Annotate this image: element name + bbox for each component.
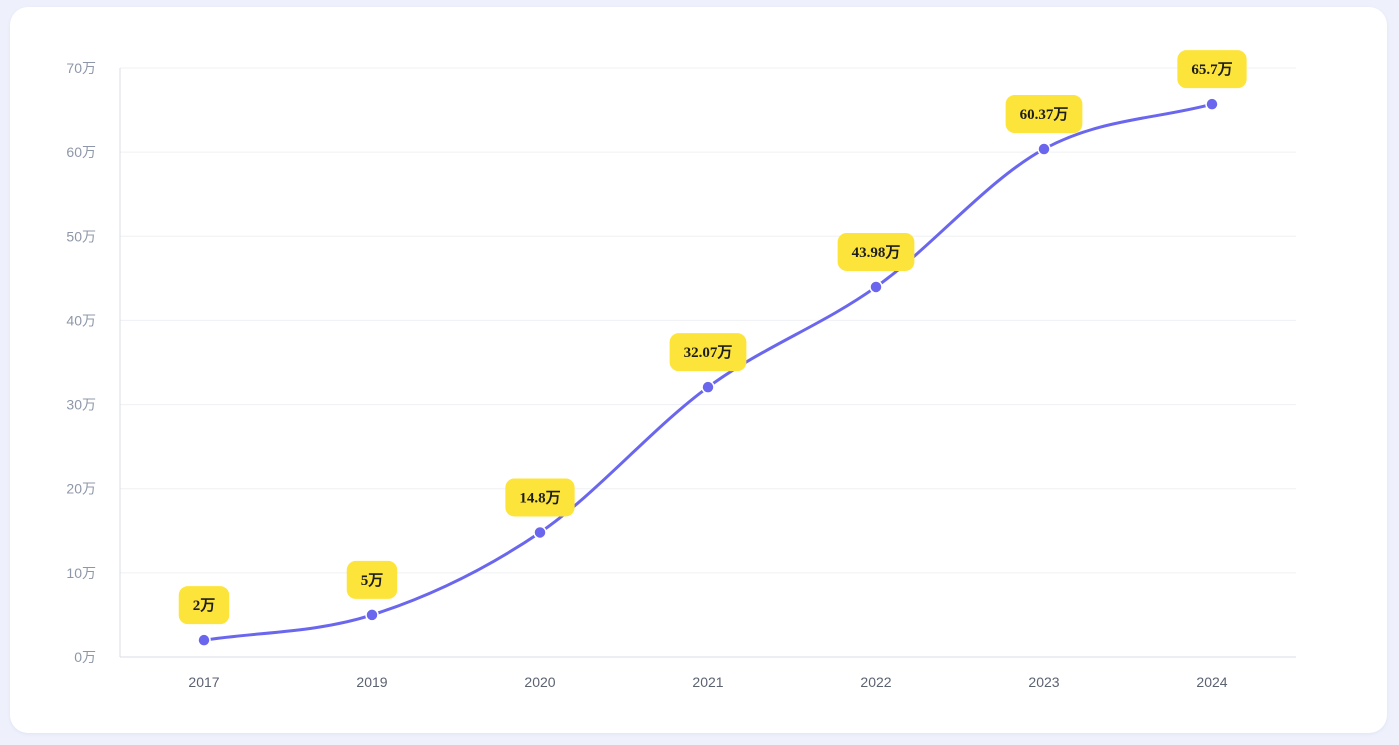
x-tick-label: 2019 bbox=[356, 674, 387, 690]
data-label-text: 65.7万 bbox=[1191, 61, 1232, 78]
x-tick-label: 2017 bbox=[188, 674, 219, 690]
data-label-box bbox=[1177, 50, 1247, 89]
y-tick-label: 20万 bbox=[66, 481, 96, 497]
data-label-box bbox=[1005, 95, 1083, 134]
data-label-box bbox=[669, 333, 747, 372]
y-axis-tick-labels: 0万 10万 20万 30万 40万 50万 60万 70万 bbox=[66, 60, 96, 665]
x-axis-tick-labels: 2017 2019 2020 2021 2022 2023 2024 bbox=[188, 674, 1227, 690]
series-line bbox=[202, 102, 1214, 642]
x-tick-label: 2020 bbox=[524, 674, 555, 690]
data-label-box bbox=[837, 232, 915, 271]
data-label-box bbox=[178, 586, 230, 625]
data-points bbox=[197, 97, 1219, 647]
data-label: 5万 bbox=[346, 560, 398, 599]
data-label-text: 14.8万 bbox=[519, 489, 560, 506]
y-tick-label: 70万 bbox=[66, 60, 96, 76]
y-tick-label: 60万 bbox=[66, 144, 96, 160]
x-tick-label: 2022 bbox=[860, 674, 891, 690]
data-label-text: 60.37万 bbox=[1020, 106, 1069, 123]
data-label: 14.8万 bbox=[505, 478, 575, 517]
data-label: 43.98万 bbox=[837, 232, 915, 271]
y-tick-label: 30万 bbox=[66, 397, 96, 413]
data-labels: 2万 5万 14.8万 32.07万 43.98万 60.37万 65.7万 bbox=[178, 50, 1247, 625]
data-label: 60.37万 bbox=[1005, 95, 1083, 134]
y-tick-label: 50万 bbox=[66, 228, 96, 244]
data-label-text: 5万 bbox=[361, 572, 384, 589]
data-label-text: 43.98万 bbox=[852, 244, 901, 261]
x-tick-label: 2023 bbox=[1028, 674, 1059, 690]
grid-lines bbox=[120, 67, 1296, 574]
data-label-text: 32.07万 bbox=[684, 344, 733, 361]
data-label: 65.7万 bbox=[1177, 50, 1247, 89]
x-tick-label: 2021 bbox=[692, 674, 723, 690]
data-label-box bbox=[505, 478, 575, 517]
y-tick-label: 0万 bbox=[74, 649, 96, 665]
data-point[interactable] bbox=[1205, 97, 1219, 111]
data-point[interactable] bbox=[365, 608, 379, 622]
axes bbox=[119, 68, 1296, 658]
data-point[interactable] bbox=[869, 280, 883, 294]
series-line-group bbox=[202, 102, 1214, 642]
data-point[interactable] bbox=[1037, 142, 1051, 156]
y-tick-label: 40万 bbox=[66, 312, 96, 328]
y-tick-label: 10万 bbox=[66, 565, 96, 581]
data-point[interactable] bbox=[533, 525, 547, 540]
data-point[interactable] bbox=[197, 633, 211, 647]
data-label: 32.07万 bbox=[669, 333, 747, 372]
data-point[interactable] bbox=[701, 380, 715, 394]
x-tick-label: 2024 bbox=[1196, 674, 1227, 690]
data-label-box bbox=[346, 560, 398, 599]
data-label: 2万 bbox=[178, 586, 230, 625]
data-label-text: 2万 bbox=[193, 597, 216, 614]
